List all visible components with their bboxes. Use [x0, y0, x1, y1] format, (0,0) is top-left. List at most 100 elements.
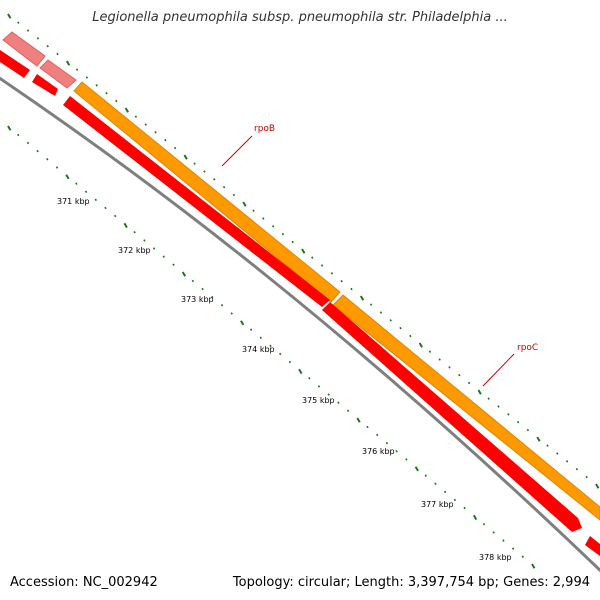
outer-tick-25	[252, 209, 255, 212]
inner-tick-34	[337, 401, 340, 404]
inner-tick-43	[424, 474, 427, 477]
inner-tick-8	[84, 190, 88, 194]
genome-backbone	[0, 76, 600, 573]
outer-tick-11	[115, 99, 118, 103]
inner-tick-31	[308, 376, 311, 380]
outer-tick-13	[134, 115, 138, 118]
inner-tick-33	[327, 393, 330, 396]
inner-tick-3	[36, 149, 39, 153]
outer-tick-5	[56, 52, 59, 56]
inner-tick-50	[492, 531, 495, 534]
outer-tick-16	[164, 138, 167, 142]
inner-tick-52	[511, 547, 515, 550]
inner-tick-32	[317, 385, 321, 388]
outer-tick-3	[36, 37, 40, 40]
gene-upstream-2[interactable]	[39, 59, 77, 89]
inner-tick-25	[249, 328, 253, 331]
outer-tick-row	[7, 13, 600, 489]
tick-label-373: 373 kbp	[181, 295, 214, 304]
inner-tick-15	[152, 247, 156, 250]
outer-tick-37	[369, 303, 373, 306]
accession-label: Accession: NC_002942	[10, 575, 158, 590]
inner-tick-28	[279, 352, 282, 356]
inner-tick-12	[123, 222, 128, 229]
cds-downstream[interactable]	[585, 536, 600, 556]
inner-tick-13	[133, 230, 136, 234]
inner-tick-22	[220, 303, 224, 307]
outer-tick-49	[487, 397, 490, 400]
outer-tick-20	[203, 170, 206, 173]
cds-rpoB[interactable]	[63, 96, 330, 307]
inner-tick-23	[230, 312, 233, 315]
outer-tick-17	[173, 146, 177, 150]
outer-tick-50	[497, 405, 500, 408]
outer-tick-57	[565, 460, 569, 463]
outer-tick-21	[213, 178, 216, 181]
inner-tick-54	[531, 563, 536, 569]
gene-rpoB[interactable]	[73, 81, 341, 303]
inner-tick-21	[211, 295, 214, 299]
cds-upstream-1[interactable]	[0, 50, 30, 78]
outer-tick-40	[399, 326, 402, 330]
inner-tick-14	[143, 239, 146, 242]
inner-tick-37	[366, 425, 369, 429]
tick-label-371: 371 kbp	[57, 197, 90, 206]
cds-rpoC[interactable]	[322, 302, 582, 532]
outer-tick-35	[350, 287, 353, 291]
inner-tick-46	[453, 498, 457, 502]
outer-tick-15	[154, 131, 157, 134]
inner-tick-row	[7, 125, 536, 569]
tick-label-375: 375 kbp	[302, 396, 335, 405]
tick-label-377: 377 kbp	[421, 500, 454, 509]
gene-label-rpoB: rpoB	[254, 124, 275, 134]
gene-upstream-1[interactable]	[2, 31, 46, 67]
outer-tick-18	[183, 154, 188, 160]
outer-tick-8	[85, 76, 89, 79]
outer-tick-58	[575, 467, 579, 471]
inner-tick-11	[114, 214, 117, 218]
inner-tick-16	[162, 255, 165, 258]
inner-tick-36	[356, 417, 361, 423]
outer-tick-10	[105, 91, 108, 95]
inner-tick-39	[385, 441, 389, 445]
tick-label-372: 372 kbp	[118, 246, 151, 255]
inner-tick-10	[104, 206, 107, 210]
outer-tick-27	[271, 225, 275, 228]
inner-tick-47	[463, 506, 466, 510]
outer-tick-24	[242, 201, 247, 207]
outer-tick-1	[17, 21, 20, 24]
inner-tick-30	[298, 368, 303, 375]
gene-rpoC[interactable]	[332, 294, 600, 521]
outer-tick-48	[477, 389, 482, 395]
outer-tick-56	[556, 452, 559, 455]
inner-tick-51	[502, 539, 505, 542]
outer-tick-12	[124, 107, 129, 113]
inner-tick-19	[191, 279, 195, 283]
outer-tick-59	[585, 475, 588, 479]
outer-tick-31	[311, 256, 314, 259]
tick-label-374: 374 kbp	[242, 345, 275, 354]
outer-tick-6	[65, 60, 71, 66]
inner-tick-40	[395, 449, 398, 453]
outer-tick-38	[379, 311, 383, 314]
inner-tick-9	[94, 198, 97, 202]
outer-tick-51	[507, 413, 510, 416]
map-title: Legionella pneumophila subsp. pneumophil…	[92, 10, 508, 25]
outer-tick-26	[262, 217, 265, 220]
inner-tick-26	[259, 336, 262, 340]
inner-tick-49	[482, 522, 486, 526]
cds-upstream-2[interactable]	[32, 74, 58, 96]
outer-tick-29	[291, 240, 294, 244]
outer-tick-0	[7, 13, 12, 19]
outer-tick-2	[26, 29, 30, 32]
outer-tick-54	[536, 436, 541, 442]
inner-tick-41	[405, 458, 408, 461]
outer-tick-34	[340, 279, 343, 283]
inner-tick-4	[46, 157, 49, 161]
inner-tick-2	[26, 141, 30, 145]
outer-tick-39	[389, 319, 392, 322]
outer-tick-43	[428, 350, 432, 353]
inner-tick-29	[288, 360, 292, 364]
outer-tick-33	[330, 272, 334, 275]
